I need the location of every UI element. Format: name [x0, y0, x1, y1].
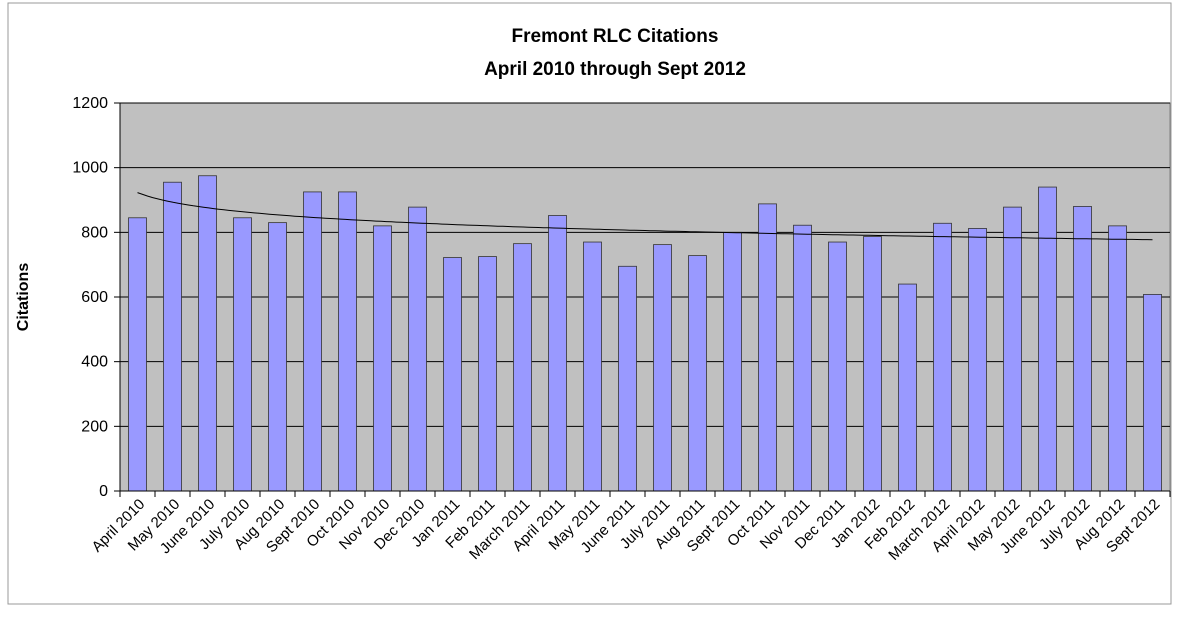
bar: [933, 222, 952, 492]
bar: [863, 236, 882, 492]
bar: [233, 217, 252, 492]
y-tick-label: 1200: [72, 95, 108, 112]
bar: [128, 217, 147, 492]
bar: [583, 241, 602, 492]
bar: [513, 243, 532, 492]
bar: [968, 228, 987, 492]
trendline: [137, 192, 1153, 241]
bar: [303, 191, 322, 492]
bar: [198, 175, 217, 492]
bar: [898, 283, 917, 492]
bar: [1073, 206, 1092, 492]
chart-subtitle: April 2010 through Sept 2012: [484, 59, 746, 80]
bar: [373, 225, 392, 492]
y-tick-label: 0: [99, 483, 108, 500]
bar: [408, 206, 427, 492]
chart-frame: [7, 2, 1172, 605]
bar: [548, 215, 567, 492]
bar: [758, 203, 777, 492]
bar: [723, 231, 742, 492]
y-tick-label: 400: [81, 354, 108, 371]
y-axis-label: Citations: [15, 263, 32, 332]
bar: [653, 244, 672, 492]
y-tick-label: 800: [81, 224, 108, 241]
chart-title: Fremont RLC Citations: [512, 26, 719, 47]
bar: [478, 256, 497, 492]
bar: [338, 191, 357, 492]
bar: [163, 181, 182, 492]
bar: [1003, 206, 1022, 492]
bar: [618, 265, 637, 492]
bar: [828, 241, 847, 492]
bar: [1038, 186, 1057, 492]
y-tick-label: 200: [81, 418, 108, 435]
bar: [1143, 294, 1162, 492]
y-tick-label: 1000: [72, 160, 108, 177]
bar: [1108, 225, 1127, 492]
bar: [268, 222, 287, 492]
y-tick-label: 600: [81, 289, 108, 306]
bar: [793, 224, 812, 492]
bar: [688, 255, 707, 492]
bar: [443, 257, 462, 492]
